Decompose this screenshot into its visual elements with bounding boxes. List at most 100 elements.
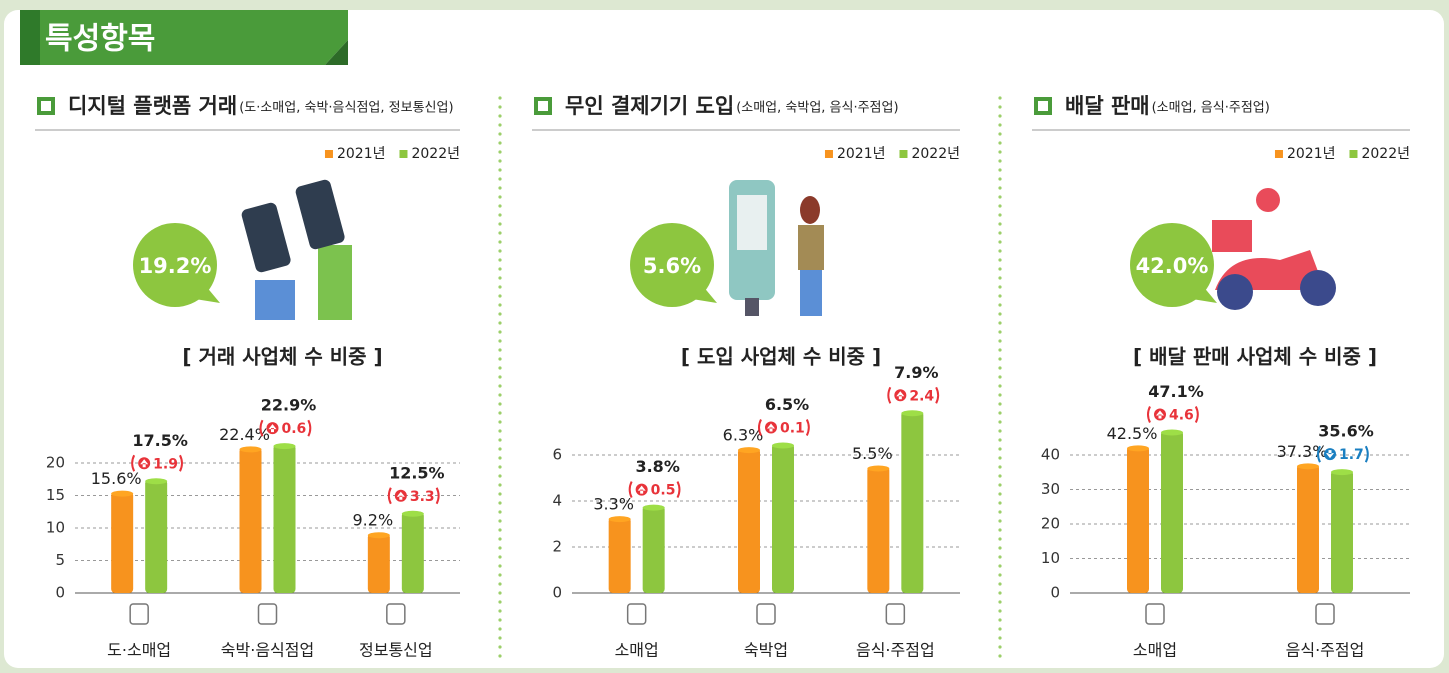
separator-dot	[498, 132, 501, 135]
legend-label: 2022년	[411, 146, 460, 162]
separator-dot	[998, 285, 1001, 288]
bar	[1127, 446, 1149, 593]
separator-dot	[498, 636, 501, 639]
y-tick-label: 0	[55, 584, 65, 602]
separator-dot	[498, 609, 501, 612]
bar	[274, 444, 296, 593]
separator-dot	[998, 546, 1001, 549]
bar	[609, 517, 631, 593]
separator-dot	[998, 294, 1001, 297]
panel-title-note: (도·소매업, 숙박·음식점업, 정보통신업)	[239, 101, 453, 116]
separator-dot	[498, 96, 501, 99]
legend-label: 2022년	[911, 146, 960, 162]
separator-dot	[498, 348, 501, 351]
separator-dot	[998, 636, 1001, 639]
separator-dot	[998, 456, 1001, 459]
value-label: 47.1%	[1148, 382, 1204, 401]
separator-dot	[498, 627, 501, 630]
legend-swatch	[825, 150, 833, 158]
separator-dot	[998, 609, 1001, 612]
value-label: 9.2%	[353, 511, 394, 530]
bar	[1331, 470, 1353, 593]
y-tick-label: 2	[552, 538, 562, 556]
separator-dot	[498, 168, 501, 171]
separator-dot	[498, 141, 501, 144]
separator-dot	[498, 582, 501, 585]
separator-dot	[498, 150, 501, 153]
legend-swatch	[325, 150, 333, 158]
separator-dot	[998, 240, 1001, 243]
separator-dot	[498, 267, 501, 270]
separator-dot	[998, 213, 1001, 216]
legend-label: 2022년	[1361, 146, 1410, 162]
separator-dot	[998, 618, 1001, 621]
separator-dot	[998, 600, 1001, 603]
chart-subtitle: [ 도입 사업체 수 비중 ]	[681, 345, 881, 369]
separator-dot	[498, 402, 501, 405]
separator-dot	[998, 231, 1001, 234]
panel-title: 무인 결제기기 도입	[565, 94, 734, 118]
separator-dot	[998, 447, 1001, 450]
separator-dot	[498, 393, 501, 396]
separator-dot	[998, 384, 1001, 387]
separator-dot	[498, 258, 501, 261]
separator-dot	[498, 474, 501, 477]
separator-dot	[498, 321, 501, 324]
separator-dot	[998, 303, 1001, 306]
separator-dot	[498, 438, 501, 441]
value-label: 17.5%	[132, 431, 188, 450]
separator-dot	[998, 114, 1001, 117]
separator-dot	[998, 132, 1001, 135]
y-tick-label: 10	[46, 519, 65, 537]
bar-cap	[867, 466, 889, 472]
separator-dot	[498, 330, 501, 333]
separator-dot	[498, 249, 501, 252]
bar-cap	[274, 443, 296, 449]
panel-title: 디지털 플랫폼 거래	[68, 94, 237, 118]
value-label: 3.3%	[593, 495, 634, 514]
bar	[643, 506, 665, 593]
bar	[111, 492, 133, 593]
separator-dot	[998, 537, 1001, 540]
y-tick-label: 0	[1050, 584, 1060, 602]
separator-dot	[998, 96, 1001, 99]
separator-dot	[498, 420, 501, 423]
separator-dot	[998, 393, 1001, 396]
separator-dot	[498, 213, 501, 216]
bar-cap	[1331, 469, 1353, 475]
x-tick-label: 숙박업	[744, 641, 788, 660]
bar	[738, 448, 760, 593]
bar	[772, 444, 794, 594]
bar-cap	[111, 491, 133, 497]
bar	[240, 447, 262, 593]
separator-dot	[998, 645, 1001, 648]
value-label: 6.3%	[723, 426, 764, 445]
separator-dot	[498, 645, 501, 648]
separator-dot	[998, 555, 1001, 558]
separator-dot	[998, 330, 1001, 333]
y-tick-label: 10	[1041, 549, 1060, 567]
bar-cap	[1127, 445, 1149, 451]
separator-dot	[998, 123, 1001, 126]
change-label: 0.1	[780, 421, 805, 437]
separator-dot	[998, 321, 1001, 324]
chart-subtitle: [ 배달 판매 사업체 수 비중 ]	[1133, 345, 1377, 369]
separator-dot	[498, 177, 501, 180]
panel-title-note: (소매업, 음식·주점업)	[1152, 101, 1270, 116]
separator-dot	[498, 564, 501, 567]
bar-cap	[609, 516, 631, 522]
separator-dot	[498, 303, 501, 306]
title-icon-inner	[41, 101, 51, 111]
y-tick-label: 5	[55, 551, 65, 569]
separator-dot	[498, 222, 501, 225]
change-label: 4.6	[1169, 408, 1194, 424]
separator-dot	[998, 591, 1001, 594]
value-label: 12.5%	[389, 463, 445, 482]
separator-dot	[998, 573, 1001, 576]
separator-dot	[998, 222, 1001, 225]
separator-dot	[998, 141, 1001, 144]
y-tick-label: 20	[46, 454, 65, 472]
legend-label: 2021년	[837, 146, 886, 162]
change-label: 0.5	[651, 483, 676, 499]
y-tick-label: 15	[46, 486, 65, 504]
